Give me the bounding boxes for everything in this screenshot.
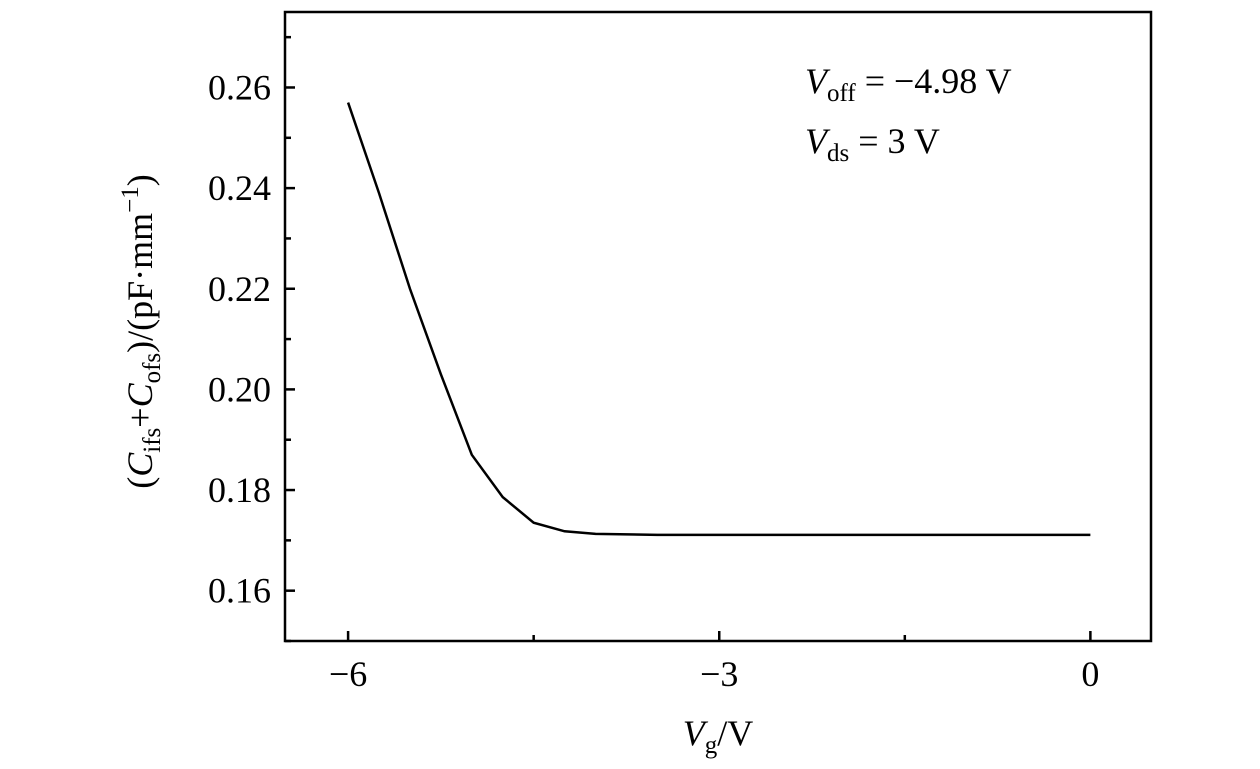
label-part: ) xyxy=(120,174,160,186)
x-tick-label: −3 xyxy=(700,654,738,694)
y-tick-label: 0.22 xyxy=(208,269,271,309)
label-part: g xyxy=(705,732,718,759)
y-tick-label: 0.24 xyxy=(208,168,271,208)
label-part: = −4.98 V xyxy=(856,61,1012,101)
label-part: )/(pF·mm xyxy=(120,213,160,353)
label-part: V xyxy=(805,121,831,161)
label-part: V xyxy=(683,713,709,753)
y-tick-label: 0.16 xyxy=(208,571,271,611)
annotation: Voff = −4.98 V xyxy=(805,61,1012,107)
label-part: off xyxy=(827,80,856,107)
label-part: ifs xyxy=(139,428,166,453)
annotation: Vds = 3 V xyxy=(805,121,940,167)
y-tick-label: 0.20 xyxy=(208,369,271,409)
label-part: + xyxy=(120,407,160,427)
label-part: ofs xyxy=(139,353,166,384)
x-tick-label: 0 xyxy=(1081,654,1099,694)
label-part: C xyxy=(120,452,160,477)
label-part: /V xyxy=(717,713,753,753)
label-part: ds xyxy=(827,140,849,167)
label-part: C xyxy=(120,382,160,407)
data-line xyxy=(346,102,1091,537)
plot-frame xyxy=(283,10,1153,643)
x-axis-label: Vg/V xyxy=(683,713,754,759)
label-part: V xyxy=(805,61,831,101)
label-part: = 3 V xyxy=(849,121,940,161)
y-axis-label: (Cifs+Cofs)/(pF·mm−1) xyxy=(117,174,166,489)
label-part: ( xyxy=(120,477,160,489)
label-part: −1 xyxy=(117,186,144,213)
x-tick-label: −6 xyxy=(329,654,367,694)
y-tick-label: 0.18 xyxy=(208,470,271,510)
y-tick-label: 0.26 xyxy=(208,67,271,107)
